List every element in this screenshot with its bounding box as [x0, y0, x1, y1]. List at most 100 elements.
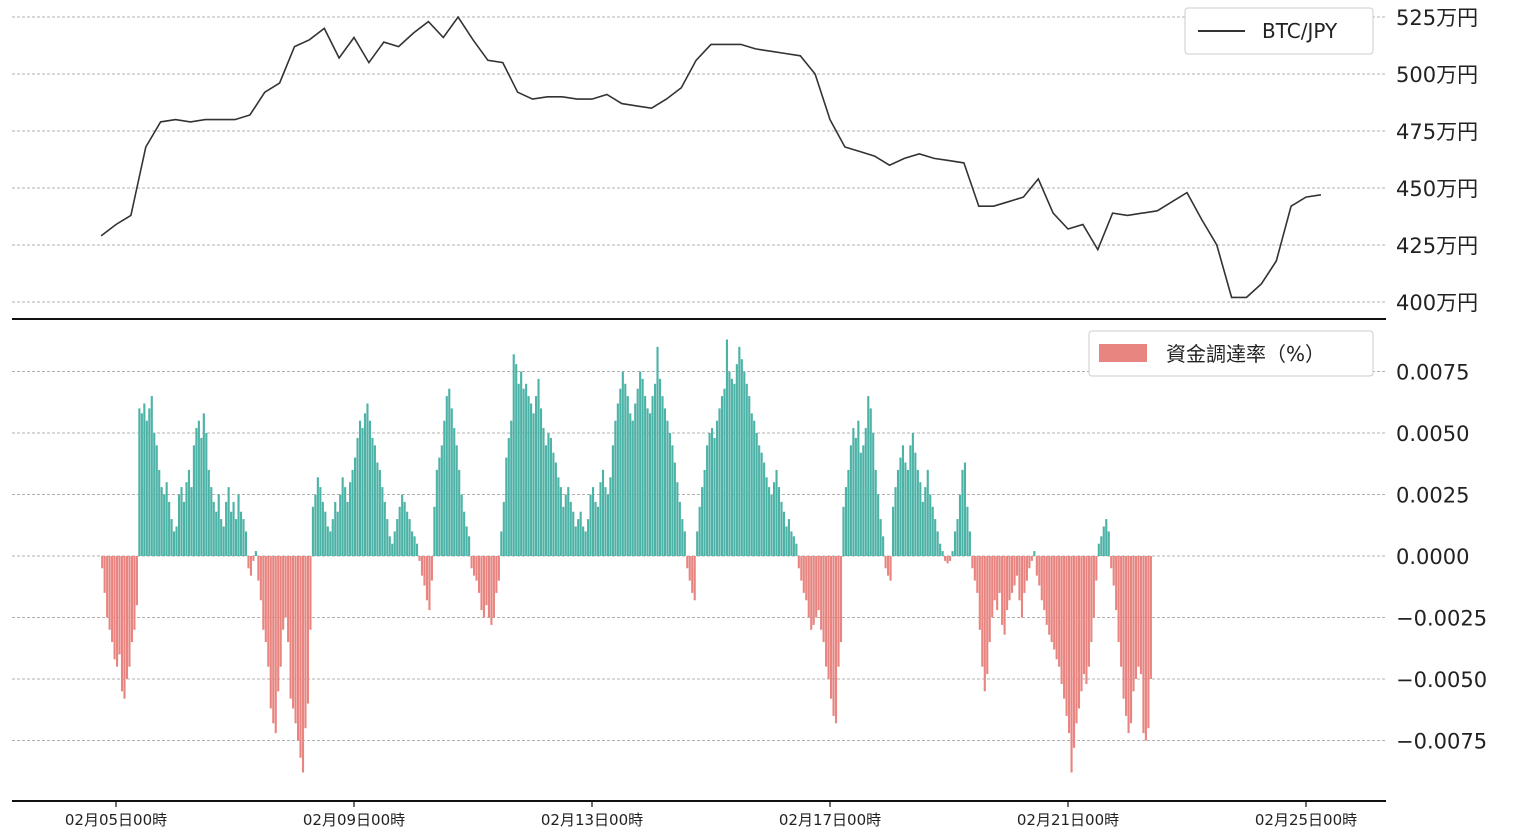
funding-bar [611, 445, 614, 556]
funding-bar [713, 437, 716, 556]
funding-bar [993, 556, 996, 601]
funding-bar [815, 556, 818, 618]
funding-bar [408, 519, 411, 556]
funding-bar [936, 531, 939, 556]
funding-bar [884, 556, 887, 569]
funding-bar [1063, 556, 1066, 699]
funding-bar [108, 556, 111, 630]
funding-bar [381, 487, 384, 556]
funding-bar [768, 487, 771, 556]
price-y-tick-label: 475万円 [1396, 120, 1478, 144]
funding-bar [477, 556, 481, 593]
funding-bar [440, 445, 443, 556]
funding-bar [537, 378, 540, 556]
funding-bar [448, 388, 451, 556]
funding-bar [1006, 556, 1009, 611]
funding-bar [1139, 556, 1143, 675]
funding-bar [619, 388, 622, 556]
funding-bar [116, 556, 119, 667]
funding-bar [277, 556, 280, 692]
funding-bar [406, 511, 409, 556]
funding-bar [130, 556, 134, 643]
funding-bar [986, 556, 989, 675]
funding-bar [802, 556, 805, 593]
funding-bar [671, 445, 674, 556]
funding-bar [626, 396, 629, 556]
funding-y-tick-label: 0.0025 [1396, 484, 1469, 508]
funding-bar [232, 501, 235, 556]
funding-bar [311, 506, 314, 556]
funding-bar [544, 445, 548, 556]
funding-bar [415, 543, 419, 556]
funding-bar [396, 519, 399, 556]
funding-bar [321, 501, 324, 556]
funding-bar [807, 556, 810, 618]
x-tick-label: 02月05日00時 [65, 811, 167, 829]
funding-bar [269, 556, 272, 709]
funding-bar [1028, 556, 1031, 569]
funding-bar [639, 371, 642, 556]
funding-bar [1080, 556, 1083, 692]
funding-y-tick-label: 0.0000 [1396, 545, 1469, 569]
funding-bar [118, 556, 121, 655]
funding-bar [182, 501, 186, 556]
funding-bar [180, 487, 183, 556]
funding-bar [1013, 556, 1016, 586]
price-legend-box [1184, 7, 1374, 55]
funding-y-tick-label: −0.0050 [1396, 668, 1487, 692]
funding-bar [468, 536, 471, 556]
funding-bar [284, 556, 287, 618]
funding-bar [951, 551, 954, 556]
x-tick-label: 02月09日00時 [303, 811, 405, 829]
funding-bar [629, 413, 632, 556]
funding-legend-swatch [1099, 344, 1147, 362]
funding-bar [696, 531, 699, 556]
funding-bar [1045, 556, 1048, 625]
funding-bar [817, 556, 820, 611]
funding-bar [239, 511, 243, 556]
x-tick-label: 02月25日00時 [1255, 811, 1357, 829]
funding-bar [301, 556, 305, 773]
funding-bar [857, 420, 860, 556]
funding-bar [492, 556, 495, 618]
funding-bar [594, 501, 597, 556]
funding-bar [1085, 556, 1088, 684]
funding-bar [539, 408, 543, 556]
funding-bar [153, 433, 156, 556]
funding-bar [411, 531, 414, 556]
funding-bar [748, 396, 751, 556]
funding-bar [480, 556, 483, 611]
funding-bar [187, 469, 191, 556]
funding-bar [1035, 556, 1038, 576]
funding-bar [971, 556, 974, 569]
funding-bar [988, 556, 991, 643]
funding-bar [805, 556, 808, 601]
funding-bar [287, 556, 290, 643]
funding-bar [220, 519, 223, 556]
price-legend-label: BTC/JPY [1262, 19, 1338, 43]
funding-bar [770, 494, 773, 556]
funding-bar [782, 511, 786, 556]
funding-bar [173, 531, 176, 556]
funding-bar [368, 420, 372, 556]
funding-bar [708, 433, 711, 556]
funding-bar [262, 556, 265, 630]
funding-bar [1020, 556, 1024, 618]
funding-bar [215, 511, 218, 556]
funding-bar [351, 469, 354, 556]
funding-bar [403, 501, 406, 556]
funding-bar [621, 371, 624, 556]
funding-bar [730, 378, 733, 556]
funding-bar [996, 556, 999, 611]
funding-bar [787, 519, 790, 556]
funding-bar [1018, 556, 1021, 601]
funding-bar [225, 501, 228, 556]
funding-bar [1110, 556, 1113, 569]
funding-bar [549, 437, 552, 556]
funding-bar [378, 469, 381, 556]
funding-bar [418, 556, 421, 561]
funding-bar [1144, 556, 1147, 741]
funding-bar [309, 556, 312, 630]
funding-bar [160, 487, 163, 556]
funding-bar [235, 519, 238, 556]
